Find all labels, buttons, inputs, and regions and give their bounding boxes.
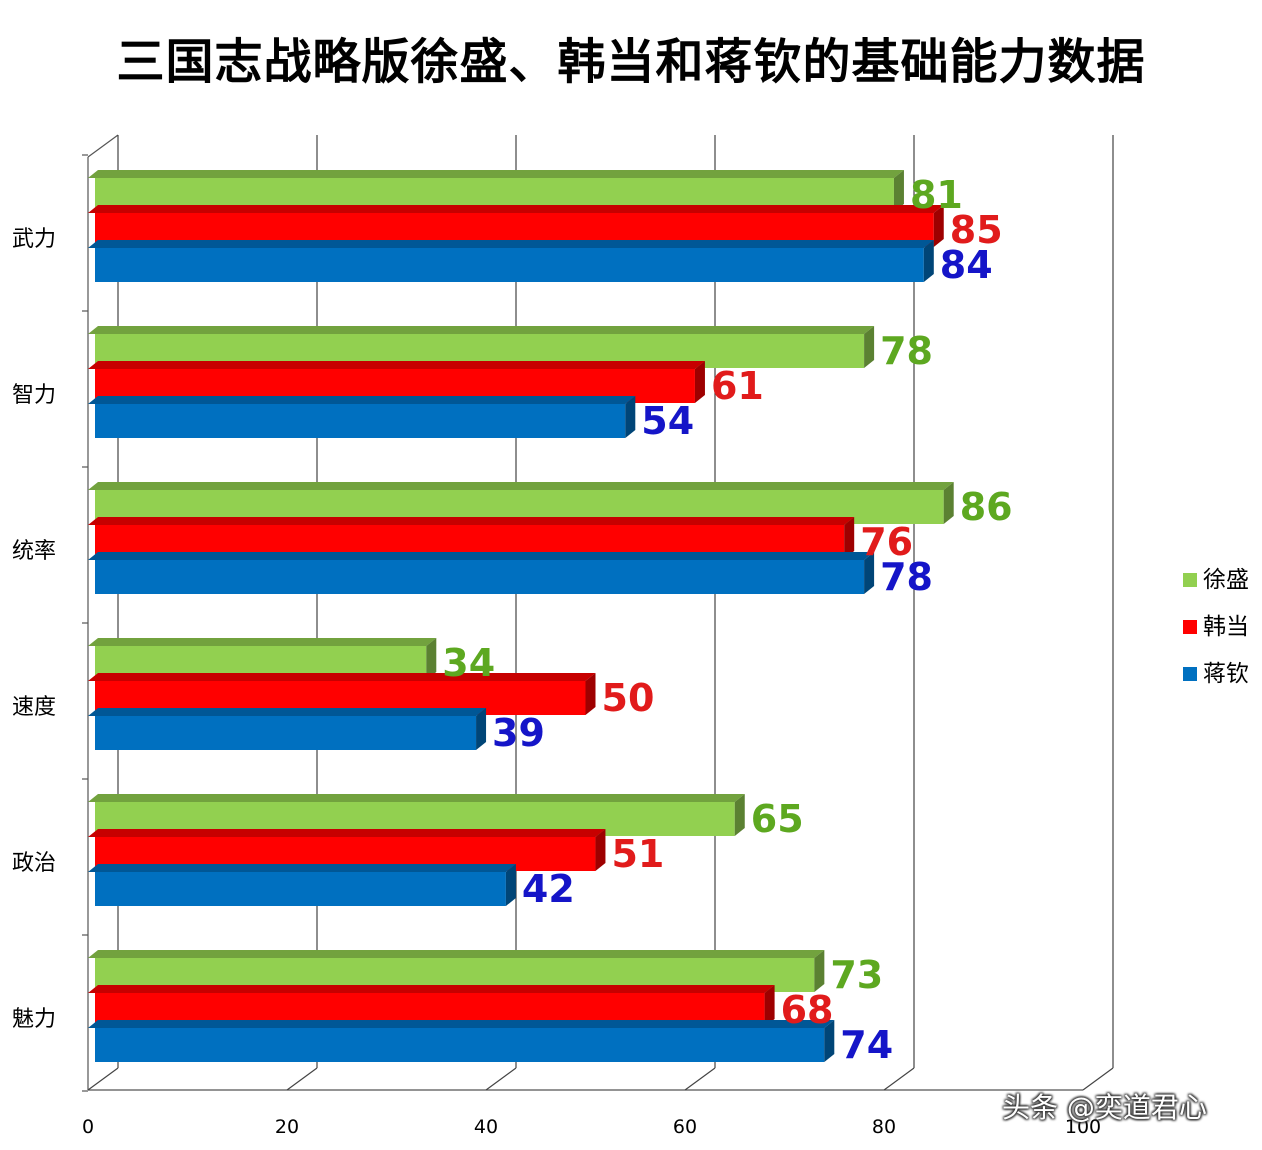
x-tick-label: 0 — [82, 1116, 94, 1138]
x-tick-label: 20 — [275, 1116, 299, 1138]
watermark: 头条 @奕道君心 — [1002, 1091, 1207, 1124]
legend-swatch — [1183, 667, 1197, 681]
bar — [95, 248, 924, 282]
bar — [95, 404, 626, 438]
bar-top-face — [88, 829, 606, 837]
bar-top-face — [88, 517, 855, 525]
data-label: 85 — [950, 208, 1003, 252]
bar-end-face — [625, 396, 636, 438]
bar-end-face — [595, 829, 606, 871]
bar-end-face — [933, 205, 944, 247]
data-label: 78 — [880, 555, 933, 599]
bar-end-face — [585, 673, 596, 715]
data-label: 39 — [492, 711, 545, 755]
bar-top-face — [88, 326, 875, 334]
category-label: 统率 — [12, 539, 56, 564]
floor-gridline — [883, 1067, 915, 1091]
data-label: 34 — [442, 641, 495, 685]
bar — [95, 872, 506, 906]
left-wall-top-edge — [87, 134, 119, 158]
floor-gridline — [87, 1067, 119, 1091]
legend-label: 徐盛 — [1203, 567, 1249, 593]
data-label: 61 — [711, 364, 764, 408]
bar-top-face — [88, 240, 934, 248]
category-label: 智力 — [12, 383, 56, 408]
data-label: 76 — [860, 520, 913, 564]
data-label: 84 — [940, 243, 993, 287]
chart-title: 三国志战略版徐盛、韩当和蒋钦的基础能力数据 — [116, 34, 1146, 90]
bar-top-face — [88, 361, 705, 369]
bar-end-face — [893, 170, 904, 212]
legend-swatch — [1183, 573, 1197, 587]
bar-top-face — [88, 638, 437, 646]
bar-top-face — [88, 396, 636, 404]
x-tick-label: 80 — [872, 1116, 896, 1138]
bars-layer — [88, 170, 954, 1062]
bar-end-face — [764, 985, 775, 1027]
category-label: 速度 — [12, 695, 56, 720]
bar-top-face — [88, 864, 516, 872]
category-label: 政治 — [12, 851, 56, 876]
bar-end-face — [864, 326, 875, 368]
bar-top-face — [88, 170, 904, 178]
bar — [95, 1028, 825, 1062]
bar-end-face — [734, 794, 745, 836]
bar-end-face — [923, 240, 934, 282]
bar-top-face — [88, 708, 487, 716]
bar-end-face — [694, 361, 705, 403]
legend-label: 韩当 — [1203, 614, 1249, 640]
category-label: 武力 — [12, 227, 56, 252]
bar-top-face — [88, 552, 875, 560]
bar-end-face — [824, 1020, 835, 1062]
data-label: 81 — [910, 173, 963, 217]
bar — [95, 716, 477, 750]
grid-layer — [82, 134, 1114, 1092]
bar-end-face — [814, 950, 825, 992]
bar-top-face — [88, 673, 596, 681]
bar-top-face — [88, 205, 944, 213]
bar-top-face — [88, 482, 954, 490]
data-label: 86 — [960, 485, 1013, 529]
bar — [95, 560, 865, 594]
data-label: 78 — [880, 329, 933, 373]
data-label: 73 — [830, 953, 883, 997]
bar-end-face — [943, 482, 954, 524]
floor-gridline — [286, 1067, 318, 1091]
bar-top-face — [88, 1020, 835, 1028]
data-label: 65 — [751, 797, 804, 841]
category-label: 魅力 — [12, 1007, 56, 1032]
data-label: 50 — [602, 676, 655, 720]
legend-label: 蒋钦 — [1203, 661, 1249, 687]
floor-gridline — [684, 1067, 716, 1091]
data-label: 42 — [522, 867, 575, 911]
bar-end-face — [505, 864, 516, 906]
data-label: 68 — [781, 988, 834, 1032]
data-label: 51 — [611, 832, 664, 876]
x-tick-label: 100 — [1065, 1116, 1101, 1138]
bar-end-face — [844, 517, 855, 559]
bar-top-face — [88, 950, 825, 958]
bar-end-face — [476, 708, 487, 750]
x-tick-label: 40 — [474, 1116, 498, 1138]
bar-top-face — [88, 794, 745, 802]
bar-end-face — [426, 638, 437, 680]
legend-swatch — [1183, 620, 1197, 634]
labels-layer: 0 20 40 60 80 100武力818584智力786154统率867678速度34… — [12, 173, 1101, 1138]
floor-gridline — [485, 1067, 517, 1091]
floor-gridline — [1082, 1067, 1114, 1091]
x-tick-label: 60 — [673, 1116, 697, 1138]
bar-end-face — [864, 552, 875, 594]
data-label: 54 — [641, 399, 694, 443]
data-label: 74 — [840, 1023, 893, 1067]
bar-top-face — [88, 985, 775, 993]
